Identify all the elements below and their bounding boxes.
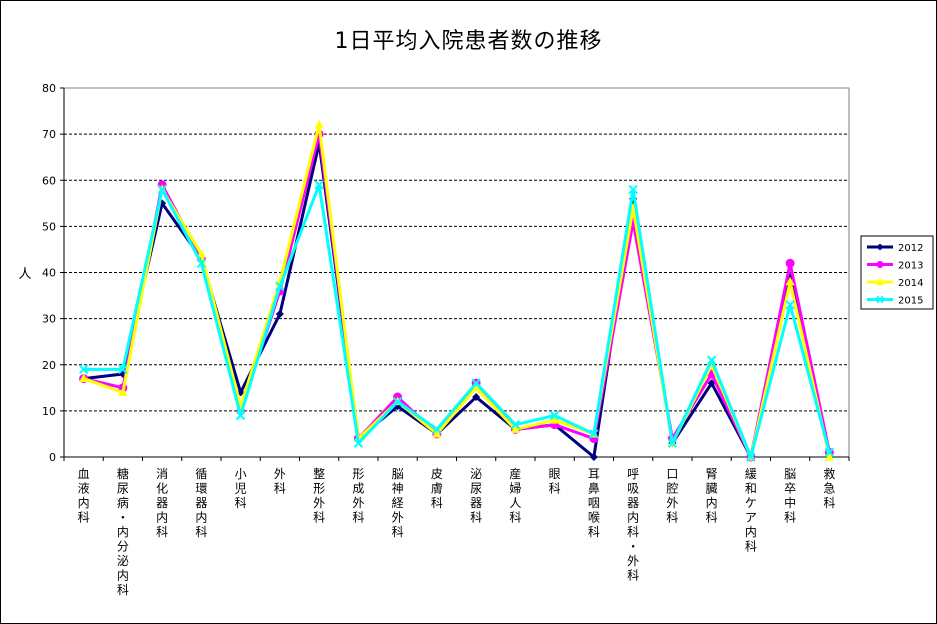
data-point-2015 <box>785 300 795 310</box>
data-point-2015 <box>706 355 717 365</box>
data-point-2015 <box>275 281 285 292</box>
x-tick-label: 皮膚科 <box>431 467 443 510</box>
chart-title: 1日平均入院患者数の推移 <box>334 29 603 54</box>
y-tick-label: 40 <box>42 267 56 280</box>
data-point-2014 <box>550 415 560 424</box>
data-point-2015 <box>471 378 481 388</box>
y-tick-label: 70 <box>42 128 56 141</box>
x-tick-label: 血液内科 <box>78 467 90 525</box>
x-tick-label: 口腔外科 <box>666 467 678 525</box>
legend-label-2013: 2013 <box>898 261 923 272</box>
legend-marker-2012 <box>876 243 884 251</box>
data-point-2015 <box>824 447 835 458</box>
data-point-2015 <box>392 396 403 407</box>
x-tick-label: 循環器内科 <box>195 467 207 539</box>
x-tick-label: 脳卒中科 <box>784 467 796 525</box>
x-tick-label: 外科 <box>274 467 286 496</box>
data-point-2013 <box>785 258 795 268</box>
x-tick-label: 糖尿病・内分泌内科 <box>117 466 129 597</box>
x-tick-label: 形成外科 <box>352 467 364 525</box>
x-tick-label: 呼吸器内科・外科 <box>627 467 639 583</box>
x-tick-label: 産婦人科 <box>509 466 521 525</box>
data-point-2015 <box>628 184 638 195</box>
data-point-2014 <box>79 373 89 383</box>
data-point-2015 <box>157 184 167 195</box>
data-point-2014 <box>118 387 128 396</box>
x-tick-label: 整形外科 <box>313 466 325 525</box>
y-tick-label: 50 <box>42 220 56 233</box>
x-tick-label: 消化器内科 <box>156 467 168 539</box>
data-point-2015 <box>196 258 207 268</box>
data-point-2014 <box>314 119 324 129</box>
x-tick-label: 緩和ケア内科 <box>745 467 757 554</box>
legend-label-2012: 2012 <box>898 243 923 254</box>
data-point-2015 <box>118 364 128 375</box>
y-tick-label: 30 <box>42 313 56 326</box>
data-point-2012 <box>472 393 481 402</box>
data-point-2015 <box>78 364 89 375</box>
legend-label-2015: 2015 <box>898 296 923 307</box>
x-tick-label: 腎臓内科 <box>706 467 718 525</box>
legend-marker-2015 <box>876 295 884 304</box>
x-tick-label: 脳神経外科 <box>392 467 404 539</box>
data-point-2014 <box>510 424 520 433</box>
y-tick-label: 60 <box>42 174 56 187</box>
x-tick-label: 小児科 <box>235 467 247 510</box>
y-tick-label: 80 <box>42 82 56 95</box>
x-tick-label: 耳鼻咽喉科 <box>588 467 600 539</box>
data-point-2015 <box>667 438 678 448</box>
data-point-2014 <box>432 428 442 438</box>
data-point-2015 <box>746 452 756 462</box>
legend-marker-2013 <box>876 261 884 268</box>
y-tick-label: 0 <box>49 451 56 464</box>
data-point-2014 <box>196 249 206 258</box>
series-line-2014 <box>83 123 831 459</box>
data-point-2014 <box>785 276 795 286</box>
data-point-2015 <box>235 410 246 421</box>
data-point-2015 <box>314 180 324 190</box>
data-point-2015 <box>549 410 560 421</box>
legend-label-2014: 2014 <box>898 278 923 289</box>
y-axis-label: 人 <box>18 267 31 282</box>
series-line-2015 <box>83 183 831 459</box>
y-tick-label: 10 <box>42 405 56 418</box>
data-point-2012 <box>275 310 284 319</box>
data-point-2014 <box>824 452 834 461</box>
data-point-2014 <box>471 382 481 392</box>
data-point-2015 <box>589 429 599 439</box>
data-point-2015 <box>353 438 364 448</box>
data-point-2015 <box>510 420 521 430</box>
data-point-2015 <box>432 424 442 435</box>
x-tick-label: 眼科 <box>549 467 561 496</box>
x-tick-label: 泌尿器科 <box>470 467 482 525</box>
x-tick-label: 救急科 <box>823 466 835 510</box>
y-tick-label: 20 <box>42 359 56 372</box>
data-point-2012 <box>589 453 598 461</box>
legend-marker-2014 <box>876 278 884 285</box>
